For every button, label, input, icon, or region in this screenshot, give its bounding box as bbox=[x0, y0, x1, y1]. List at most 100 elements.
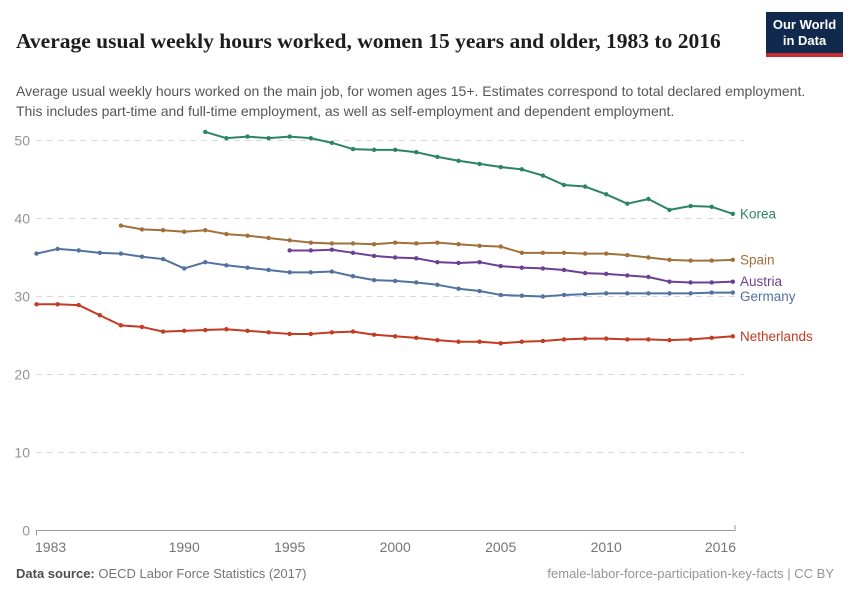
data-point-austria-2004[interactable] bbox=[477, 259, 482, 265]
data-point-spain-2013[interactable] bbox=[667, 257, 672, 263]
data-point-germany-1995[interactable] bbox=[287, 270, 292, 275]
data-point-spain-2010[interactable] bbox=[604, 251, 609, 256]
data-point-germany-1983[interactable] bbox=[34, 251, 39, 256]
series-label-austria[interactable]: Austria bbox=[740, 274, 783, 289]
data-point-korea-2005[interactable] bbox=[498, 164, 503, 170]
series-label-germany[interactable]: Germany bbox=[740, 289, 796, 304]
data-point-netherlands-2014[interactable] bbox=[688, 337, 693, 342]
series-label-spain[interactable]: Spain bbox=[740, 252, 775, 267]
data-point-netherlands-1995[interactable] bbox=[287, 331, 292, 337]
data-point-germany-1984[interactable] bbox=[55, 246, 60, 252]
data-point-spain-1998[interactable] bbox=[350, 241, 356, 246]
data-point-germany-2015[interactable] bbox=[709, 290, 714, 295]
data-point-austria-1997[interactable] bbox=[329, 247, 335, 252]
data-point-spain-1989[interactable] bbox=[160, 228, 166, 233]
data-point-netherlands-1989[interactable] bbox=[160, 329, 166, 334]
data-point-korea-2003[interactable] bbox=[456, 158, 461, 163]
data-point-korea-2012[interactable] bbox=[646, 196, 651, 202]
data-point-spain-1992[interactable] bbox=[224, 231, 229, 237]
data-point-spain-2005[interactable] bbox=[498, 244, 503, 249]
data-point-netherlands-1984[interactable] bbox=[55, 302, 60, 307]
data-point-austria-1998[interactable] bbox=[350, 250, 356, 256]
series-line-germany[interactable] bbox=[36, 247, 733, 298]
data-point-korea-1995[interactable] bbox=[287, 134, 292, 139]
data-point-netherlands-2004[interactable] bbox=[477, 339, 482, 344]
data-point-spain-2007[interactable] bbox=[540, 250, 546, 256]
data-point-germany-2000[interactable] bbox=[393, 278, 398, 284]
data-point-germany-1997[interactable] bbox=[329, 269, 335, 274]
data-point-netherlands-2005[interactable] bbox=[498, 341, 503, 346]
data-point-korea-2001[interactable] bbox=[414, 150, 419, 155]
data-point-korea-2006[interactable] bbox=[519, 167, 524, 172]
data-point-germany-2013[interactable] bbox=[667, 291, 672, 296]
data-point-austria-1995[interactable] bbox=[287, 248, 292, 253]
data-point-netherlands-1987[interactable] bbox=[118, 323, 124, 328]
data-point-netherlands-1991[interactable] bbox=[203, 327, 208, 333]
series-line-spain[interactable] bbox=[120, 224, 733, 262]
data-point-spain-2003[interactable] bbox=[456, 242, 461, 247]
data-point-germany-2006[interactable] bbox=[519, 293, 524, 298]
data-point-austria-2011[interactable] bbox=[625, 273, 630, 278]
data-point-spain-1994[interactable] bbox=[266, 235, 271, 241]
data-point-spain-2012[interactable] bbox=[646, 255, 651, 260]
data-point-korea-1992[interactable] bbox=[224, 135, 229, 141]
data-point-austria-2002[interactable] bbox=[435, 259, 440, 265]
data-point-germany-2005[interactable] bbox=[498, 292, 503, 298]
data-point-germany-1993[interactable] bbox=[245, 265, 250, 270]
series-label-netherlands[interactable]: Netherlands bbox=[740, 329, 813, 344]
data-point-netherlands-2006[interactable] bbox=[519, 339, 524, 344]
data-point-korea-2016[interactable] bbox=[730, 211, 735, 217]
data-point-austria-2000[interactable] bbox=[393, 255, 398, 260]
data-point-austria-2016[interactable] bbox=[730, 279, 735, 284]
data-point-germany-1996[interactable] bbox=[308, 270, 313, 275]
data-point-spain-2016[interactable] bbox=[730, 257, 735, 263]
data-point-netherlands-1997[interactable] bbox=[329, 330, 335, 335]
data-point-germany-1987[interactable] bbox=[118, 251, 124, 256]
data-point-korea-2009[interactable] bbox=[582, 184, 588, 189]
data-point-germany-1999[interactable] bbox=[371, 277, 377, 283]
data-point-germany-2004[interactable] bbox=[477, 288, 482, 294]
data-point-korea-1993[interactable] bbox=[245, 134, 250, 139]
data-point-korea-1996[interactable] bbox=[308, 135, 313, 141]
data-point-austria-2005[interactable] bbox=[498, 263, 503, 269]
data-point-germany-2014[interactable] bbox=[688, 291, 693, 296]
permalink-link[interactable]: female-labor-force-participation-key-fac… bbox=[547, 566, 834, 581]
data-point-austria-1996[interactable] bbox=[308, 248, 313, 253]
data-point-netherlands-2000[interactable] bbox=[393, 334, 398, 339]
data-point-korea-1994[interactable] bbox=[266, 135, 271, 141]
data-point-netherlands-1988[interactable] bbox=[139, 324, 145, 330]
data-point-netherlands-2012[interactable] bbox=[646, 337, 651, 342]
data-point-spain-2001[interactable] bbox=[414, 241, 419, 246]
data-point-germany-2010[interactable] bbox=[604, 291, 609, 296]
data-point-netherlands-1998[interactable] bbox=[350, 329, 356, 334]
data-point-korea-1997[interactable] bbox=[329, 140, 335, 146]
data-point-korea-2010[interactable] bbox=[604, 192, 609, 197]
data-point-netherlands-1994[interactable] bbox=[266, 330, 271, 335]
data-point-korea-1998[interactable] bbox=[350, 146, 356, 152]
data-point-germany-2011[interactable] bbox=[625, 291, 630, 296]
data-point-netherlands-2010[interactable] bbox=[604, 336, 609, 341]
data-point-austria-2009[interactable] bbox=[582, 270, 588, 276]
data-point-netherlands-1983[interactable] bbox=[34, 302, 39, 307]
data-point-spain-1999[interactable] bbox=[371, 242, 377, 247]
data-point-netherlands-1993[interactable] bbox=[245, 328, 250, 334]
data-point-germany-2001[interactable] bbox=[414, 280, 419, 285]
data-point-spain-2004[interactable] bbox=[477, 243, 482, 248]
data-point-spain-2008[interactable] bbox=[561, 250, 567, 256]
series-line-netherlands[interactable] bbox=[36, 303, 733, 345]
data-point-spain-1993[interactable] bbox=[245, 233, 250, 238]
data-point-netherlands-2015[interactable] bbox=[709, 335, 714, 341]
data-point-germany-2003[interactable] bbox=[456, 286, 461, 291]
data-point-germany-1985[interactable] bbox=[76, 248, 81, 253]
data-point-netherlands-1999[interactable] bbox=[371, 332, 377, 337]
data-point-spain-1987[interactable] bbox=[118, 223, 124, 228]
data-point-germany-2002[interactable] bbox=[435, 282, 440, 287]
data-point-germany-2007[interactable] bbox=[540, 294, 546, 299]
data-point-germany-1992[interactable] bbox=[224, 263, 229, 268]
data-point-austria-2013[interactable] bbox=[667, 279, 672, 284]
data-point-spain-1997[interactable] bbox=[329, 241, 335, 246]
data-point-netherlands-2013[interactable] bbox=[667, 337, 672, 343]
data-point-germany-2016[interactable] bbox=[730, 290, 735, 295]
data-point-austria-2012[interactable] bbox=[646, 274, 651, 280]
data-point-austria-2006[interactable] bbox=[519, 265, 524, 270]
